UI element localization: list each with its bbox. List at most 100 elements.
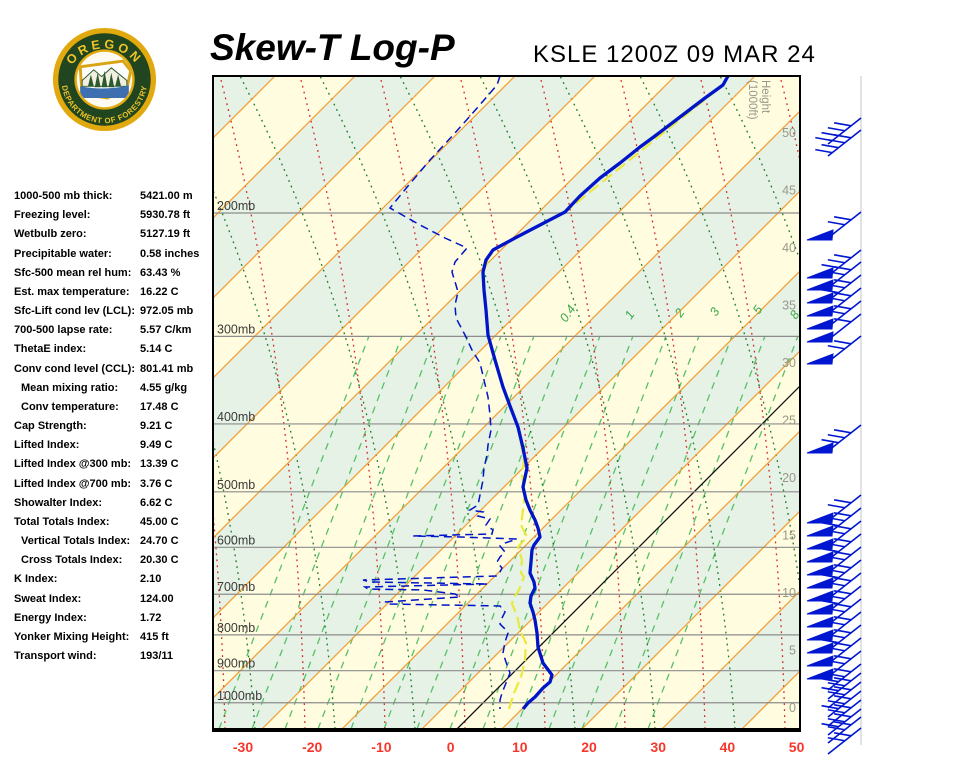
wind-barb (806, 300, 862, 330)
wind-barb (806, 598, 862, 628)
index-label: Lifted Index @700 mb: (14, 477, 132, 490)
index-label: Sweat Index: (14, 592, 82, 605)
index-value: 16.22 C (140, 285, 179, 298)
index-row: K Index: 2.10 (14, 570, 214, 589)
station-datetime: KSLE 1200Z 09 MAR 24 (533, 41, 816, 68)
index-label: Showalter Index: (14, 496, 103, 509)
index-label: K Index: (14, 573, 58, 586)
pressure-label: 300mb (217, 322, 255, 336)
index-label: Lifted Index: (14, 439, 80, 452)
pressure-label: 200mb (217, 199, 255, 213)
sounding-traces (362, 76, 730, 711)
wind-barb (806, 624, 862, 654)
index-value: 0.58 inches (140, 247, 200, 260)
dewpoint-trace (362, 76, 518, 709)
chart-grid (213, 76, 800, 729)
index-label: Freezing level: (14, 209, 91, 222)
index-label: 1000-500 mb thick: (14, 190, 113, 202)
index-row: Total Totals Index: 45.00 C (14, 513, 214, 532)
wind-barb (827, 699, 862, 727)
height-tick-label: 50 (782, 126, 796, 140)
wind-barb (815, 117, 862, 145)
index-value: 5930.78 ft (140, 209, 191, 222)
pressure-label: 600mb (217, 533, 255, 547)
index-label: Conv cond level (CCL): (14, 362, 136, 375)
wind-barb (806, 424, 862, 454)
index-row: Precipitable water: 0.58 inches (14, 245, 214, 264)
index-label: Transport wind: (14, 650, 97, 663)
index-value: 9.49 C (140, 439, 173, 452)
index-label: Precipitable water: (14, 247, 112, 260)
index-label: Sfc-500 mean rel hum: (14, 266, 132, 279)
index-value: 20.30 C (140, 554, 179, 567)
index-value: 5.57 C/km (140, 324, 192, 337)
index-value: 2.10 (140, 573, 162, 586)
wind-barb-column (806, 117, 862, 755)
index-row: Cross Totals Index: 20.30 C (14, 551, 214, 570)
wind-barb (827, 681, 862, 709)
index-value: 415 ft (140, 630, 169, 643)
index-label: Vertical Totals Index: (21, 535, 131, 548)
wind-barb (806, 211, 862, 241)
height-tick-label: 0 (789, 701, 796, 715)
height-tick-label: 15 (782, 529, 796, 543)
index-value: 3.76 C (140, 477, 173, 490)
index-row: Lifted Index @700 mb: 3.76 C (14, 475, 214, 494)
wind-barb (827, 727, 862, 755)
height-tick-label: 35 (782, 299, 796, 313)
pressure-label: 1000mb (217, 689, 262, 703)
index-row: Est. max temperature: 16.22 C (14, 283, 214, 302)
temp-tick-label: 50 (789, 739, 805, 755)
index-row: Vertical Totals Index: 24.70 C (14, 532, 214, 551)
index-row: Freezing level: 5930.78 ft (14, 206, 214, 225)
wind-barb (815, 129, 862, 157)
index-row: Showalter Index: 6.62 C (14, 494, 214, 513)
index-row: Mean mixing ratio: 4.55 g/kg (14, 379, 214, 398)
index-label: Est. max temperature: (14, 285, 130, 298)
index-row: 1000-500 mb thick: 5421.00 m (14, 187, 214, 206)
index-value: 24.70 C (140, 535, 179, 548)
wind-barb (806, 335, 862, 365)
height-tick-label: 40 (782, 241, 796, 255)
pressure-label: 800mb (217, 621, 255, 635)
wind-barb (806, 313, 862, 343)
index-label: Total Totals Index: (14, 515, 110, 528)
index-row: Lifted Index @300 mb: 13.39 C (14, 455, 214, 474)
index-label: Cap Strength: (14, 420, 87, 433)
temp-tick-label: -30 (233, 739, 253, 755)
odf-logo: OREGON DEPARTMENT OF FORESTRY (52, 27, 157, 132)
index-row: Transport wind: 193/11 (14, 647, 214, 666)
index-row: Sweat Index: 124.00 (14, 590, 214, 609)
index-value: 9.21 C (140, 420, 173, 433)
svg-text:(1000ft): (1000ft) (746, 80, 758, 120)
index-row: Sfc-Lift cond lev (LCL): 972.05 mb (14, 302, 214, 321)
wind-barb (806, 585, 862, 615)
pressure-label: 900mb (217, 657, 255, 671)
index-row: Sfc-500 mean rel hum: 63.43 % (14, 264, 214, 283)
index-label: Cross Totals Index: (21, 554, 123, 567)
wind-barb (806, 650, 862, 680)
pressure-label: 500mb (217, 478, 255, 492)
height-tick-label: 5 (789, 644, 796, 658)
index-value: 5421.00 m (140, 190, 193, 202)
wind-barb (821, 672, 862, 700)
index-row: Wetbulb zero: 5127.19 ft (14, 225, 214, 244)
index-row: Lifted Index: 9.49 C (14, 436, 214, 455)
index-value: 972.05 mb (140, 305, 194, 318)
temp-tick-label: 40 (720, 739, 736, 755)
temp-tick-label: 10 (512, 739, 528, 755)
height-tick-label: 25 (782, 414, 796, 428)
index-value: 6.62 C (140, 496, 173, 509)
temp-tick-label: -10 (371, 739, 391, 755)
wind-barb (806, 520, 862, 550)
index-value: 5.14 C (140, 343, 173, 356)
index-value: 4.55 g/kg (140, 381, 188, 394)
index-label: Sfc-Lift cond lev (LCL): (14, 305, 135, 318)
index-value: 63.43 % (140, 266, 181, 279)
index-row: Conv temperature: 17.48 C (14, 398, 214, 417)
logo-scene (78, 59, 133, 100)
page-title: Skew-T Log-P (210, 27, 455, 68)
index-row: Cap Strength: 9.21 C (14, 417, 214, 436)
wind-barb (806, 249, 862, 279)
